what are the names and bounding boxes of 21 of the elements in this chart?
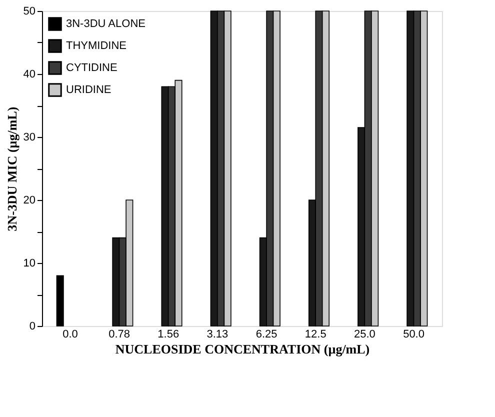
legend-label: URIDINE (66, 84, 112, 96)
legend-label: CYTIDINE (66, 62, 118, 74)
y-tick-label: 40 (23, 68, 36, 80)
legend-label: THYMIDINE (66, 40, 126, 52)
y-axis-title: 3N-3DU MIC (µg/mL) (4, 106, 20, 232)
x-tick-label: 0.78 (108, 328, 130, 340)
y-tick-label: 50 (23, 6, 36, 18)
x-tick-label: 3.13 (206, 328, 228, 340)
y-tick-label: 10 (23, 258, 36, 270)
y-tick-label: 20 (23, 194, 36, 206)
x-tick-label: 50.0 (403, 328, 424, 340)
x-tick-label: 25.0 (354, 328, 376, 340)
y-tick-label: 0 (29, 320, 36, 332)
x-tick-label: 1.56 (158, 328, 180, 340)
x-tick-label: 12.5 (304, 328, 326, 340)
y-tick-label: 30 (23, 132, 36, 144)
x-tick-label: 6.25 (256, 328, 278, 340)
bar (56, 275, 64, 326)
x-tick-label: 0.0 (62, 328, 78, 340)
legend-label: 3N-3DU ALONE (66, 18, 146, 30)
x-axis-title: NUCLEOSIDE CONCENTRATION (µg/mL) (115, 342, 370, 356)
